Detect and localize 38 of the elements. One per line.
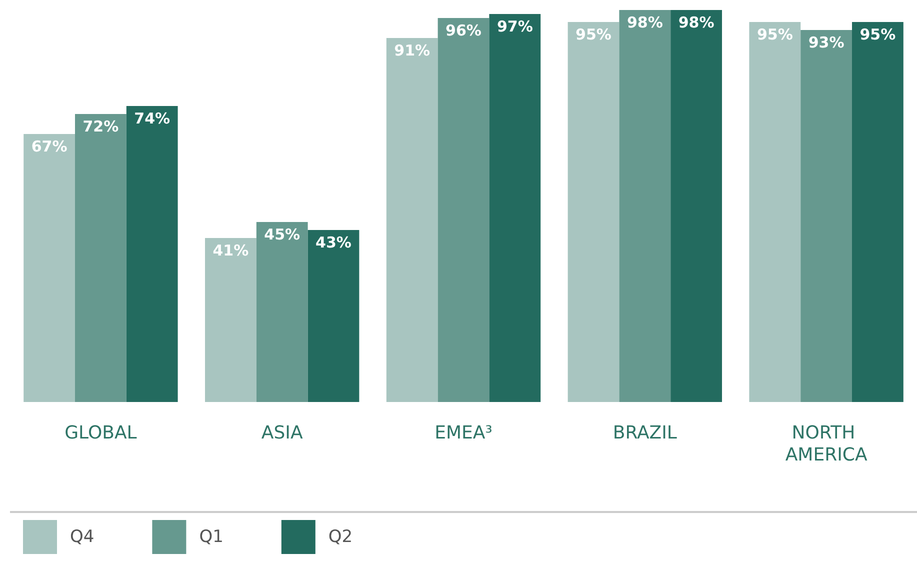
legend-label: Q2 [328,527,353,547]
data-label: 98% [626,14,663,32]
bar [386,38,438,402]
bar [438,18,490,402]
data-label: 45% [264,226,300,244]
data-label: 41% [212,242,249,260]
bar [568,22,620,402]
x-tick-label: ASIA [261,422,304,444]
x-tick-label: BRAZIL [612,422,677,444]
bar [308,230,360,402]
x-tick-label: GLOBAL [64,422,137,444]
data-label: 95% [756,26,793,44]
data-label: 95% [860,26,896,44]
data-label: 72% [82,118,119,136]
legend-label: Q1 [199,527,224,547]
bar [75,114,126,402]
data-label: 43% [316,234,352,252]
bar [619,10,671,402]
data-label: 97% [496,18,533,36]
legend-label: Q4 [70,527,94,547]
bar [800,30,852,402]
data-label: 95% [576,26,612,44]
bar [24,134,75,402]
x-tick-label: EMEA³ [434,422,492,444]
data-label: 67% [31,138,68,156]
data-label: 74% [134,110,170,128]
data-label: 93% [808,34,844,52]
bar [670,10,722,402]
bar [205,238,256,402]
bar [749,22,801,402]
x-tick-label: NORTH AMERICA [785,422,868,466]
bar [852,22,904,402]
bar [489,14,541,402]
bar [256,222,308,402]
data-label: 98% [678,14,714,32]
bar [126,106,178,402]
data-label: 96% [446,22,482,40]
data-label: 91% [394,42,430,60]
